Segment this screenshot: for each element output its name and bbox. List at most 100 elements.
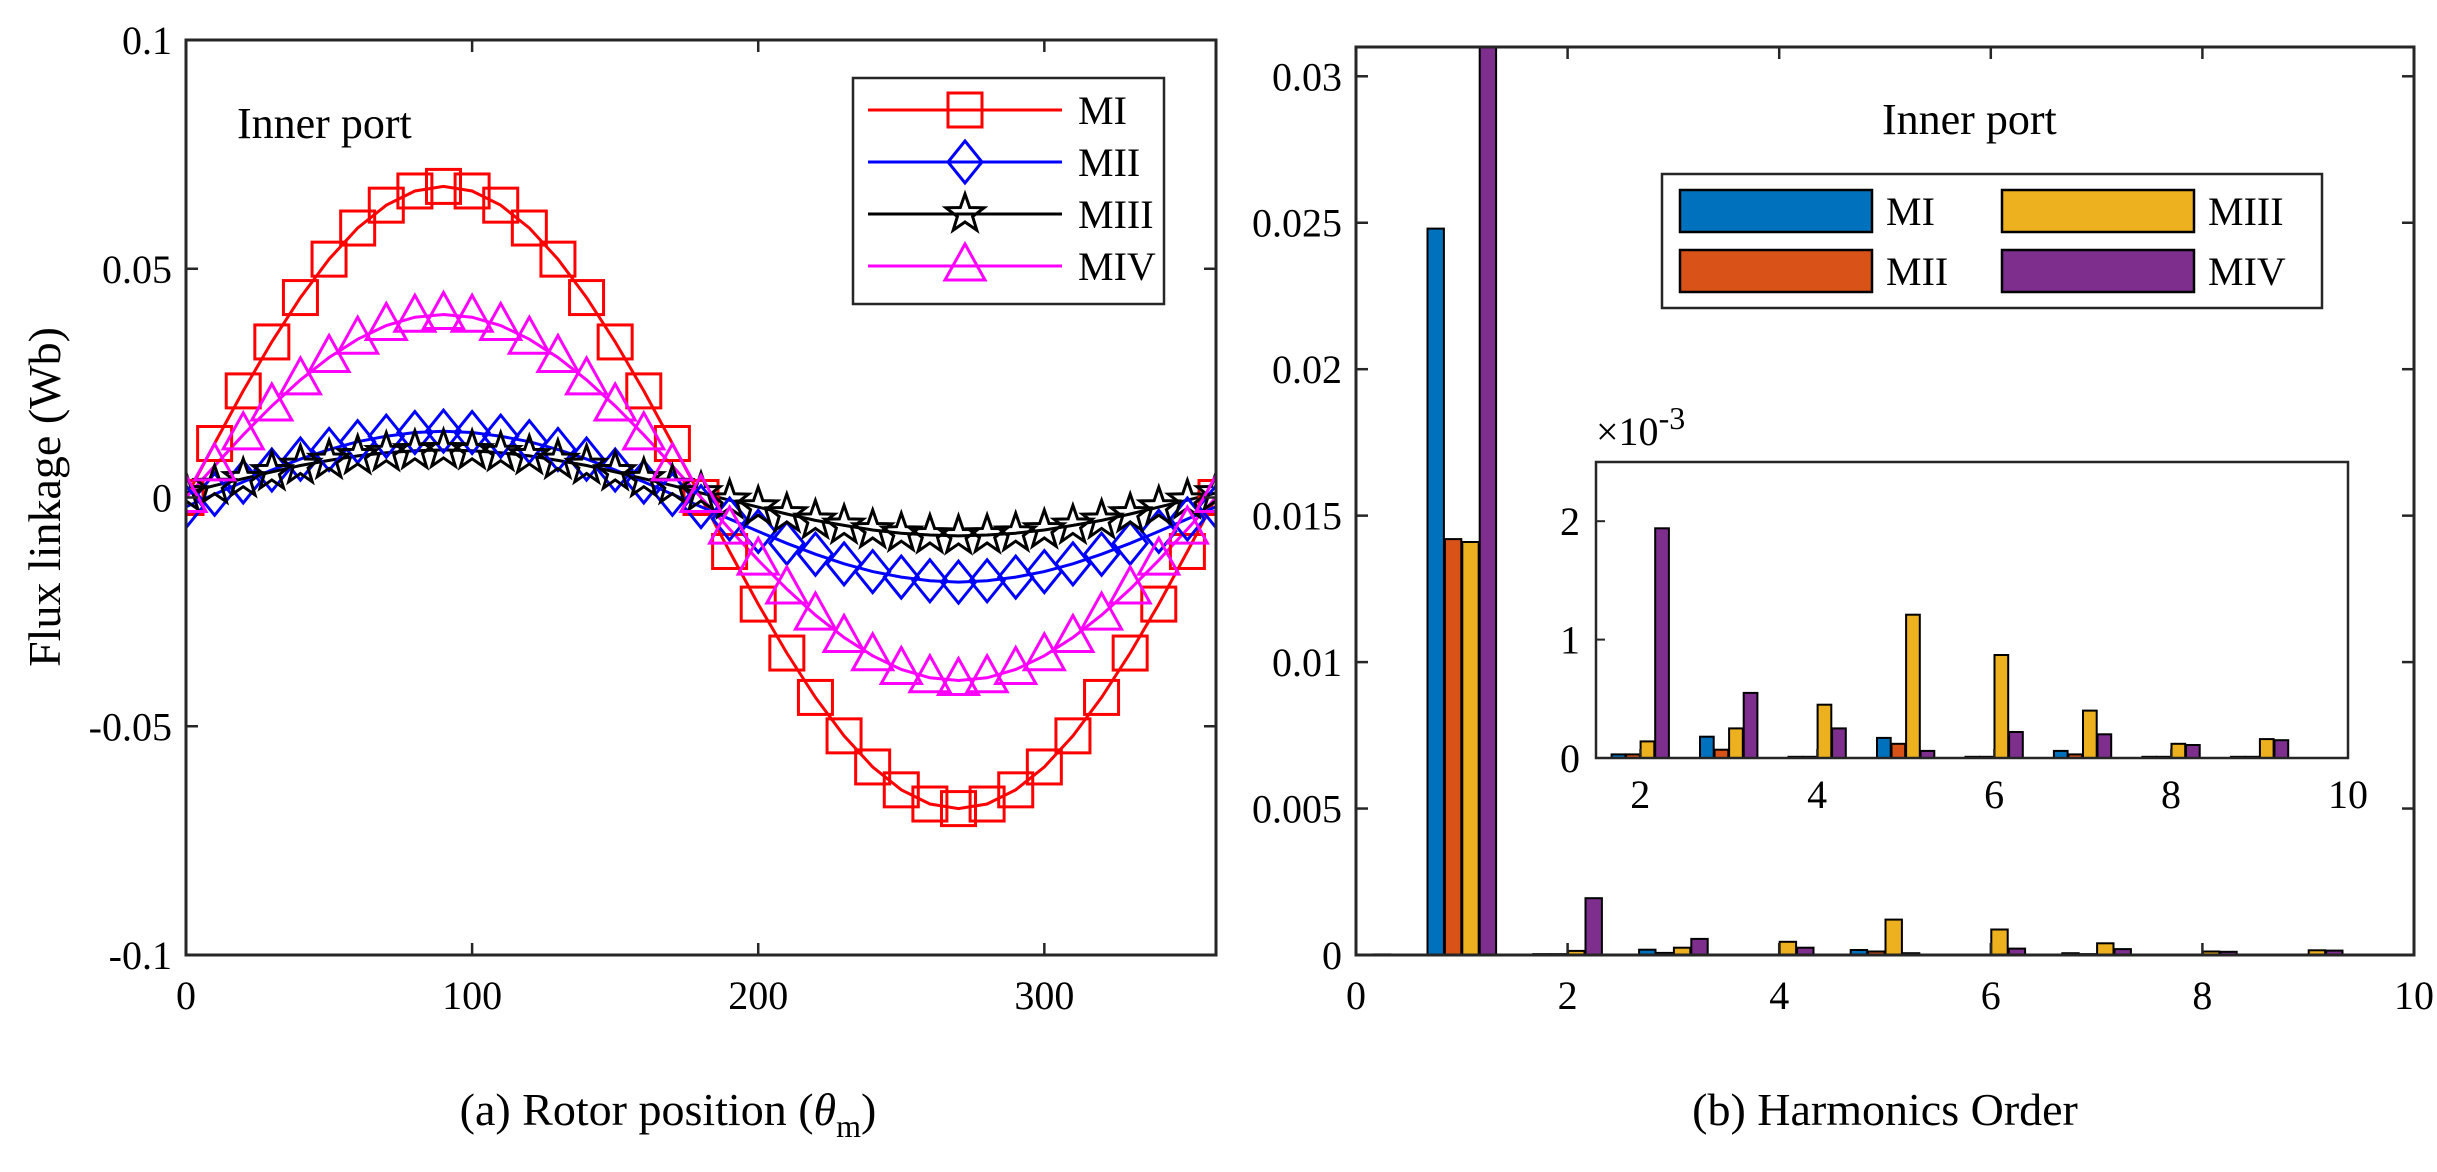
series-mi-point: [482, 186, 520, 224]
legend-label-miii: MIII: [1078, 192, 1154, 237]
series-miv-point: [392, 292, 438, 333]
chart-a-xlabel: (a) Rotor position (θm): [460, 1084, 877, 1144]
series-mi-point: [1197, 479, 1216, 516]
inset-bar-mi: [1699, 735, 1715, 758]
y-tick-label: 0.005: [1252, 787, 1342, 832]
series-mii-point: [539, 426, 577, 473]
series-miv-point: [1050, 612, 1096, 653]
series-miv-point: [192, 440, 238, 482]
series-mi-point: [281, 279, 319, 317]
y-tick-label: 0.02: [1272, 347, 1342, 392]
series-mi-point: [596, 323, 634, 361]
bar-miii: [1990, 928, 2009, 955]
series-mi-point: [1168, 532, 1206, 570]
series-mi-point: [196, 425, 234, 463]
inset-bar-mii: [1890, 742, 1907, 758]
bar-miv: [1796, 946, 1815, 955]
inset-y-tick-label: 1: [1560, 618, 1580, 663]
series-mi-point: [568, 279, 606, 317]
series-miv-point: [907, 652, 953, 694]
series-miv-point: [1193, 472, 1216, 513]
inset-bar-miv: [2096, 733, 2113, 758]
bar-miii: [2096, 942, 2115, 955]
series-mi-point: [1054, 717, 1092, 755]
legend-swatch-miii: [2000, 188, 2196, 234]
series-mii-point: [367, 412, 406, 460]
series-mi-point: [625, 372, 663, 410]
series-mii-point: [1054, 540, 1092, 588]
inset-bar-mi: [1876, 736, 1892, 758]
y-tick-label: 0.01: [1272, 640, 1342, 685]
series-miv-point: [964, 652, 1010, 694]
series-miv-point: [249, 380, 295, 422]
series-miv-point: [592, 380, 638, 422]
series-mii-point: [682, 483, 720, 531]
inset-bar-miii: [1993, 654, 2010, 758]
series-miv-point: [1136, 535, 1182, 576]
bar-miv: [1690, 937, 1709, 955]
series-miii-point: [448, 426, 496, 471]
series-miv-point: [186, 472, 209, 513]
chart-b-legend: MI MIII MII MIV: [1660, 172, 2324, 310]
series-miii-point: [591, 447, 639, 492]
series-mi-point: [1111, 634, 1149, 672]
x-tick-label: 10: [2394, 973, 2434, 1018]
legend-label-mii: MII: [1078, 140, 1140, 185]
series-mi-point: [825, 717, 863, 755]
series-miv-point: [277, 354, 323, 396]
series-miii-point: [877, 508, 925, 554]
series-miv-point: [735, 535, 781, 576]
series-miii-point: [1135, 482, 1183, 528]
bar-miv: [1478, 47, 1498, 955]
inset-bar-miv: [1654, 527, 1670, 758]
bar-miii: [1461, 541, 1480, 955]
chart-a-series-group: [186, 167, 1216, 828]
series-miv-point: [621, 409, 667, 451]
series-miv-point: [420, 289, 467, 330]
series-mii-point: [395, 409, 434, 456]
series-mi-point: [510, 209, 548, 247]
series-miii-point: [477, 428, 525, 473]
chart-a-xlabel-symbol: θ: [814, 1084, 837, 1135]
series-miv-point: [821, 612, 867, 653]
chart-a-ticks: 0 100 200 300 -0.1 -0.05 0 0.05 0.1: [89, 18, 1216, 1018]
series-mi-point: [997, 771, 1035, 809]
y-tick-label: 0: [1322, 933, 1342, 978]
inset-bar-miii: [1728, 727, 1744, 758]
y-tick-label: 0.05: [102, 247, 172, 292]
series-miii-point: [792, 495, 839, 541]
series-mi-point: [653, 425, 691, 463]
legend-marker-miii: [941, 189, 989, 234]
inset-bar-miii: [1816, 703, 1833, 758]
series-mii-point: [1082, 530, 1121, 578]
inset-bar-miv: [2185, 744, 2201, 758]
y-tick-label: 0.03: [1272, 54, 1342, 99]
chart-b-axes-box: [1354, 45, 2416, 957]
chart-b-xlabel: (b) Harmonics Order: [1692, 1084, 2078, 1135]
series-mii-point: [424, 407, 463, 455]
series-mi-point: [253, 323, 291, 361]
series-miv-point: [1107, 563, 1153, 605]
series-mi-point: [796, 678, 834, 716]
inset-x-tick-label: 6: [1984, 772, 2004, 817]
legend-label-mi: MI: [1886, 189, 1935, 234]
series-miii-point: [1106, 489, 1154, 534]
inset-bar-miv: [1831, 727, 1847, 758]
inset-bar-miv: [1742, 691, 1759, 758]
series-mi-point: [453, 172, 491, 210]
x-tick-label: 6: [1981, 973, 2001, 1018]
series-mii-point: [596, 446, 635, 494]
chart-a-xlabel-sub: m: [836, 1108, 861, 1144]
series-miv-line: [186, 312, 1216, 683]
series-mi-point: [1025, 748, 1063, 786]
series-miii-point: [186, 468, 210, 513]
chart-a-xlabel-suffix: ): [861, 1084, 876, 1135]
series-miii-point: [820, 500, 868, 546]
series-mi-point: [882, 771, 920, 809]
series-miv-point: [850, 630, 896, 672]
chart-b-inset-axes-box: [1594, 460, 2350, 760]
series-mii-point: [252, 446, 291, 494]
series-mii-point: [481, 412, 520, 460]
series-mii-line: [186, 429, 1216, 584]
